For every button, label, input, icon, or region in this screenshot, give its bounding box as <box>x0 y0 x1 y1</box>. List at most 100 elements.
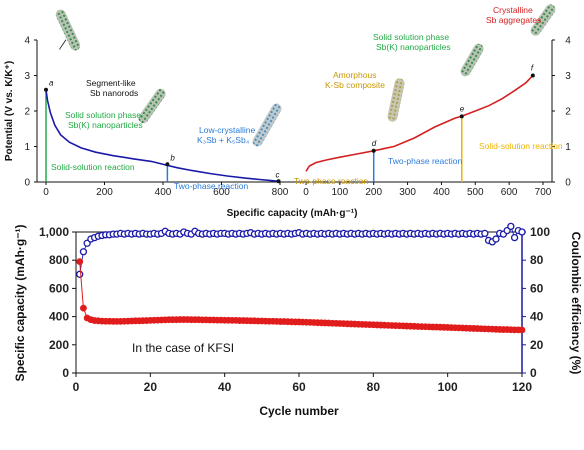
top-right-x-tick-label: 0 <box>303 187 309 198</box>
capacity-point <box>80 304 87 312</box>
annotation-solid-solution-reaction: Solid-solution reaction <box>51 162 135 172</box>
top-x-label: Specific capacity (mAh·g⁻¹) <box>227 208 358 219</box>
bottom-y2-tick-label: 100 <box>530 225 550 239</box>
top-right-y-tick-label: 3 <box>565 71 571 82</box>
bottom-x-tick-label: 120 <box>512 380 532 394</box>
capacity-point <box>76 258 84 266</box>
bottom-y-tick-label: 200 <box>49 338 69 352</box>
top-right-ticks: 0 100 200 300 400 500 600 700 0 1 2 3 4 <box>303 36 571 199</box>
bottom-y-tick-label: 800 <box>49 253 69 267</box>
rod-low-crystalline <box>252 103 282 147</box>
annotation-two-phase-reaction-3: Two-phase reaction <box>294 176 368 186</box>
top-right-y-tick-label: 4 <box>565 36 571 47</box>
top-left-y-tick-label: 2 <box>24 107 30 118</box>
bottom-x-tick-label: 60 <box>292 380 306 394</box>
top-right-point-e <box>459 114 464 119</box>
bottom-x-tick-label: 20 <box>144 380 158 394</box>
svg-text:Solid solution phase: Solid solution phase <box>373 32 449 42</box>
top-right-points: d e f <box>371 64 535 153</box>
coulombic-efficiency-point <box>518 228 526 236</box>
annotation-two-phase-reaction-2: Two-phase reaction <box>388 156 462 166</box>
top-right-series <box>305 74 534 172</box>
bottom-y2-tick-label: 40 <box>530 310 544 324</box>
top-left-points: a b c <box>44 79 281 184</box>
rod-solid-solution <box>138 88 166 124</box>
top-right-x-tick-label: 700 <box>535 187 552 198</box>
top-left-x-tick-label: 800 <box>272 187 289 198</box>
bottom-y-tick-label: 600 <box>49 281 69 295</box>
annotation-solid-solution-reaction-2: Solid-solution reaction <box>479 141 563 151</box>
top-left-y-tick-label: 4 <box>24 36 30 47</box>
bottom-x-tick-label: 40 <box>218 380 232 394</box>
svg-text:Segment-like: Segment-like <box>86 78 136 88</box>
svg-text:Solid solution phase: Solid solution phase <box>65 110 141 120</box>
svg-text:Amorphous: Amorphous <box>333 70 376 80</box>
top-right-point-label-d: d <box>372 139 377 148</box>
top-right-x-tick-label: 400 <box>433 187 450 198</box>
bottom-y2-tick-label: 0 <box>530 366 537 380</box>
top-left-markers <box>45 89 169 182</box>
bottom-y2-label: Coulombic efficiency (%) <box>569 232 583 375</box>
annotation-segment-like: Segment-like Sb nanorods <box>86 78 138 98</box>
top-left-series <box>45 89 279 183</box>
top-left-y-tick-label: 0 <box>24 178 30 189</box>
svg-text:K₃Sb + K₅Sb₄: K₃Sb + K₅Sb₄ <box>197 135 250 145</box>
rod-amorphous <box>387 78 405 122</box>
top-right-x-tick-label: 200 <box>365 187 382 198</box>
bottom-y-tick-label: 400 <box>49 310 69 324</box>
top-right-y-tick-label: 1 <box>565 142 571 153</box>
top-right-point-label-e: e <box>460 104 465 113</box>
svg-text:Sb aggregates: Sb aggregates <box>486 15 541 25</box>
rod-crystalline <box>530 4 556 36</box>
svg-text:Low-crystalline: Low-crystalline <box>199 125 255 135</box>
top-right-point-d <box>371 148 376 153</box>
top-left-discharge-curve <box>45 89 279 183</box>
annotation-solid-solution-phase: Solid solution phase Sb(K) nanoparticles <box>65 110 143 130</box>
top-right-y-tick-label: 2 <box>565 107 571 118</box>
top-left-y-tick-label: 3 <box>24 71 30 82</box>
top-right-x-tick-label: 300 <box>399 187 416 198</box>
svg-text:Sb(K) nanoparticles: Sb(K) nanoparticles <box>68 120 143 130</box>
top-left-point-a <box>44 87 48 92</box>
bottom-x-tick-label: 0 <box>73 380 80 394</box>
top-left-point-label-b: b <box>170 153 175 162</box>
coulombic-efficiency-point <box>79 248 88 256</box>
top-right-charge-curve <box>305 74 534 172</box>
bottom-panel: 0 20 40 60 80 100 12002004006008001,0000204060… <box>13 222 583 418</box>
coulombic-efficiency-point <box>510 233 519 242</box>
top-left-point-c <box>276 179 281 184</box>
rod-solid-solution-2 <box>460 43 484 77</box>
top-left-point-label-a: a <box>49 79 54 88</box>
top-y-label: Potential (V vs. K/K⁺) <box>4 61 15 161</box>
svg-text:Sb nanorods: Sb nanorods <box>90 88 138 98</box>
top-left-x-tick-label: 200 <box>96 187 113 198</box>
capacity-series <box>76 258 526 334</box>
top-right-point-f <box>530 73 535 78</box>
bottom-y2-tick-label: 80 <box>530 253 544 267</box>
bottom-y-label: Specific capacity (mAh·g⁻¹) <box>13 224 27 381</box>
svg-text:Crystalline: Crystalline <box>493 5 533 15</box>
top-right-y-tick-label: 0 <box>565 178 571 189</box>
top-right-point-label-f: f <box>531 64 534 73</box>
annotation-two-phase-reaction: Two-phase reaction <box>174 181 248 191</box>
top-left-point-label-c: c <box>276 170 280 179</box>
bottom-x-tick-label: 100 <box>438 380 458 394</box>
bottom-y2-tick-label: 20 <box>530 338 544 352</box>
annotation-low-crystalline: Low-crystalline K₃Sb + K₅Sb₄ <box>197 125 255 145</box>
bottom-y-tick-label: 1,000 <box>39 225 69 239</box>
annotation-amorphous: Amorphous K-Sb composite <box>325 70 385 90</box>
top-left-point-b <box>165 162 170 167</box>
coulombic-efficiency-point <box>481 229 489 238</box>
bottom-ticks: 0 20 40 60 80 100 12002004006008001,0000204060… <box>39 225 550 394</box>
coulombic-efficiency-point <box>507 222 515 231</box>
annotation-crystalline: Crystalline Sb aggregates <box>486 5 541 25</box>
coulombic-efficiency-point <box>492 235 500 243</box>
svg-text:Sb(K) nanoparticles: Sb(K) nanoparticles <box>376 42 451 52</box>
inset-text: In the case of KFSI <box>132 341 234 355</box>
top-left-y-tick-label: 1 <box>24 142 30 153</box>
top-left-x-tick-label: 400 <box>155 187 172 198</box>
coulombic-efficiency-series <box>76 222 526 278</box>
top-right-x-tick-label: 100 <box>332 187 349 198</box>
top-left-ticks: 0 200 400 600 800 0 1 2 3 4 <box>24 36 288 199</box>
